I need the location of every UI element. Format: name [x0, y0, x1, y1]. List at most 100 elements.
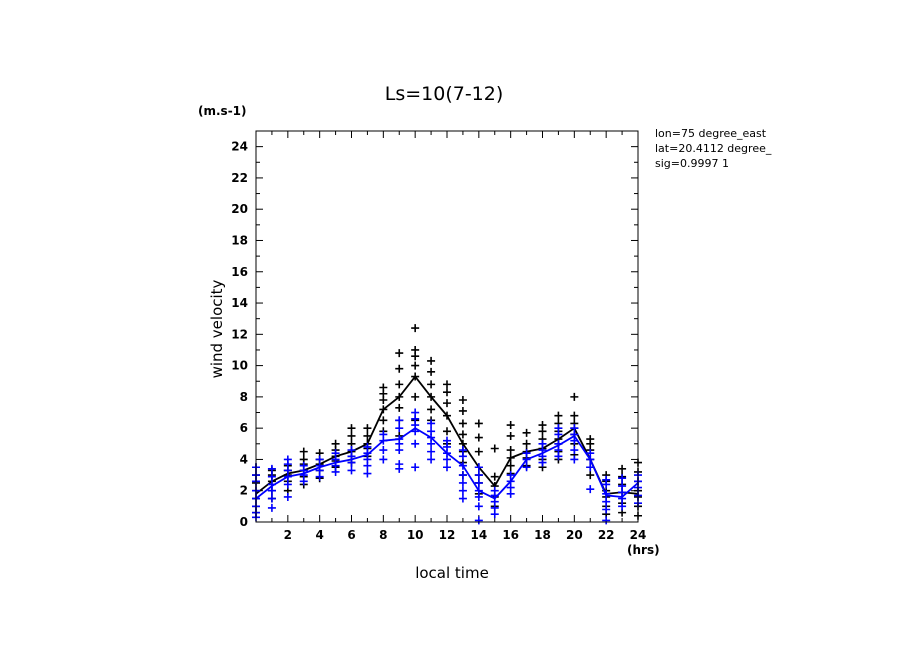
scatter-marker	[490, 444, 499, 453]
plot-frame	[255, 130, 639, 523]
scatter-marker	[379, 430, 388, 439]
x-tick-label: 2	[284, 528, 292, 542]
scatter-marker	[474, 433, 483, 442]
scatter-marker	[522, 428, 531, 437]
scatter-marker	[618, 502, 627, 511]
scatter-marker	[538, 439, 547, 448]
scatter-marker	[395, 416, 404, 425]
series-1	[252, 408, 642, 525]
scatter-marker	[443, 388, 451, 397]
scatter-marker	[427, 427, 436, 436]
scatter-marker	[427, 367, 436, 376]
scatter-marker	[411, 408, 420, 417]
scatter-marker	[586, 471, 595, 480]
scatter-marker	[395, 460, 404, 469]
scatter-marker	[458, 494, 467, 503]
scatter-marker	[506, 446, 515, 455]
y-tick-label: 20	[231, 202, 248, 216]
scatter-marker	[347, 466, 356, 475]
scatter-marker	[474, 447, 483, 456]
scatter-marker	[458, 486, 467, 495]
scatter-marker	[506, 431, 515, 440]
y-tick-label: 14	[231, 296, 248, 310]
scatter-marker	[427, 419, 436, 428]
scatter-marker	[267, 503, 276, 512]
x-tick-label: 6	[347, 528, 355, 542]
scatter-marker	[427, 447, 436, 456]
scatter-marker	[586, 435, 595, 444]
scatter-marker	[506, 461, 515, 470]
y-tick-label: 10	[231, 359, 248, 373]
x-tick-label: 20	[566, 528, 583, 542]
scatter-marker	[395, 349, 404, 358]
scatter-marker	[570, 455, 579, 464]
mean-line	[255, 427, 639, 500]
x-tick-label: 24	[630, 528, 647, 542]
scatter-marker	[474, 463, 483, 472]
scatter-marker	[586, 485, 595, 494]
scatter-marker	[427, 455, 436, 464]
scatter-marker	[379, 383, 388, 392]
scatter-marker	[554, 411, 563, 420]
scatter-marker	[411, 324, 420, 333]
scatter-marker	[506, 421, 515, 430]
scatter-marker	[331, 449, 340, 458]
scatter-marker	[395, 364, 404, 373]
scatter-marker	[427, 356, 436, 365]
y-tick-label: 18	[231, 233, 248, 247]
y-axis-label: wind velocity	[208, 279, 226, 378]
x-tick-label: 16	[502, 528, 519, 542]
scatter-marker	[570, 411, 579, 420]
scatter-marker	[363, 424, 372, 433]
scatter-marker	[458, 478, 467, 487]
scatter-marker	[395, 380, 404, 389]
info-sig: sig=0.9997 1	[655, 157, 729, 170]
axis-ticks	[256, 131, 638, 522]
x-tick-label: 22	[598, 528, 615, 542]
scatter-marker	[379, 416, 388, 425]
scatter-marker	[315, 455, 324, 464]
scatter-marker	[299, 461, 308, 470]
scatter-marker	[490, 486, 499, 495]
scatter-marker	[570, 392, 579, 401]
scatter-marker	[618, 474, 627, 483]
scatter-marker	[411, 463, 420, 472]
x-tick-label: 8	[379, 528, 387, 542]
scatter-marker	[347, 424, 356, 433]
scatter-marker	[267, 494, 276, 503]
y-tick-label: 24	[231, 140, 248, 154]
scatter-marker	[538, 421, 547, 430]
scatter-marker	[411, 439, 420, 448]
scatter-marker	[283, 480, 292, 489]
scatter-marker	[570, 446, 579, 455]
scatter-marker	[283, 455, 292, 464]
scatter-marker	[395, 403, 404, 412]
scatter-marker	[602, 505, 611, 514]
y-unit-label: (m.s-1)	[198, 104, 247, 118]
scatter-marker	[443, 399, 451, 408]
x-axis-label: local time	[415, 564, 489, 582]
scatter-marker	[379, 455, 388, 464]
scatter-marker	[506, 471, 515, 480]
y-tick-label: 12	[231, 327, 248, 341]
chart-title: Ls=10(7-12)	[385, 83, 504, 105]
scatter-marker	[458, 419, 467, 428]
scatter-marker	[267, 472, 276, 481]
scatter-marker	[602, 475, 611, 484]
scatter-marker	[363, 469, 372, 478]
scatter-marker	[618, 464, 627, 473]
x-tick-label: 12	[439, 528, 456, 542]
scatter-marker	[411, 361, 420, 370]
y-tick-label: 2	[240, 484, 248, 498]
scatter-marker	[443, 436, 451, 445]
scatter-marker	[522, 463, 531, 472]
x-tick-label: 10	[407, 528, 424, 542]
scatter-marker	[570, 424, 579, 433]
scatter-marker	[522, 439, 531, 448]
scatter-marker	[602, 497, 611, 506]
scatter-marker	[490, 472, 499, 481]
scatter-marker	[299, 447, 308, 456]
scatter-marker	[618, 482, 627, 491]
